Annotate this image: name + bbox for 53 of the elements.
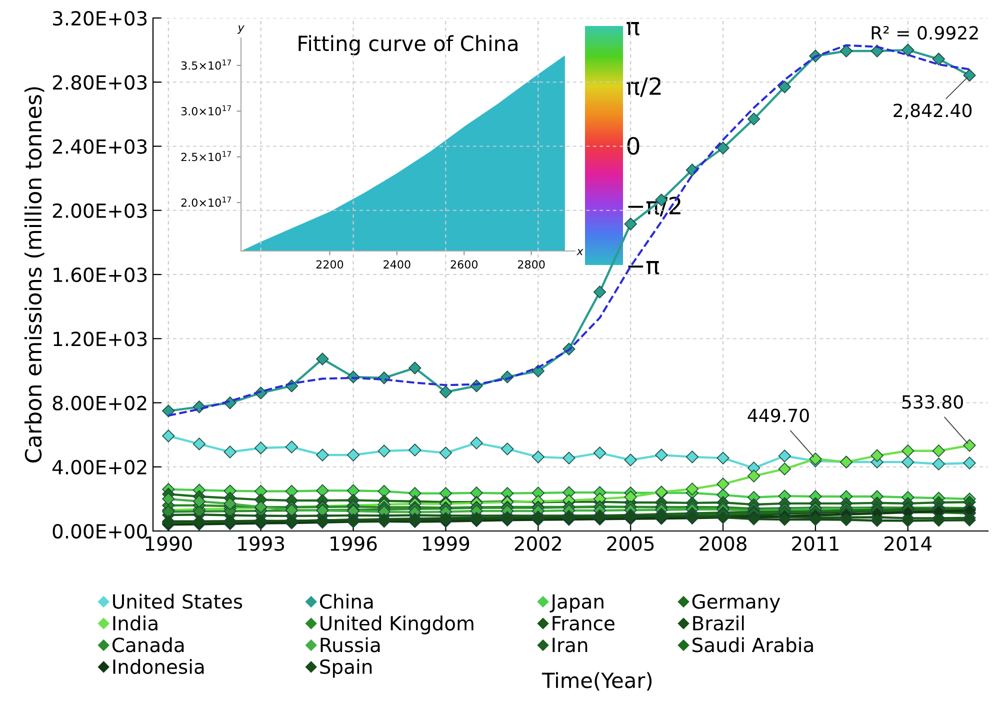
y-tick-label: 2.00E+03 <box>52 203 147 218</box>
x-tick-label: 2005 <box>607 536 654 551</box>
legend-label: Brazil <box>693 616 744 631</box>
y-tick-label: 3.0×10$^{17}$ <box>181 105 231 116</box>
legend-label: China <box>320 594 373 609</box>
x-tick-label: 1993 <box>238 536 284 551</box>
color-bar-label: −π <box>628 261 660 274</box>
data-label: 533.80 <box>902 395 963 409</box>
color-bar-label: π <box>626 22 640 36</box>
legend-label: United Kingdom <box>320 616 474 634</box>
legend-label: Canada <box>112 637 184 652</box>
x-tick-label: 2800 <box>518 260 545 269</box>
y-axis-title: Carbon emissions (million tonnes) <box>24 87 44 462</box>
x-tick-label: 1996 <box>330 536 377 551</box>
y-tick-label: 8.00E+02 <box>52 396 146 410</box>
chart-title: Fitting curve of China <box>298 35 518 56</box>
data-label: 2,842.40 <box>894 104 972 120</box>
annotation: R² = 0.9922 <box>872 26 978 40</box>
y-tick-label: 2.5×10$^{17}$ <box>181 151 231 162</box>
y-tick-label: 4.00E+02 <box>52 460 146 475</box>
legend-label: Germany <box>692 594 780 613</box>
x-tick-label: 1990 <box>146 536 192 551</box>
color-bar-label: 0 <box>627 136 640 155</box>
x-tick-label: 2200 <box>316 260 344 269</box>
legend-label: United States <box>113 594 242 609</box>
x-tick-label: 2014 <box>884 536 932 551</box>
legend-label: Japan <box>550 594 604 613</box>
data-label: 449.70 <box>748 408 809 422</box>
color-bar-label: π/2 <box>626 77 661 97</box>
y-tick-label: 2.80E+03 <box>52 75 147 90</box>
x-axis-title: Time(Year) <box>542 672 652 691</box>
legend-label: Russia <box>320 637 380 652</box>
y-axis-title: y <box>237 25 244 34</box>
legend-label: Indonesia <box>113 658 204 674</box>
y-tick-label: 3.20E+03 <box>53 10 147 26</box>
y-tick-label: 1.60E+03 <box>54 267 147 282</box>
legend-label: Iran <box>552 638 588 652</box>
legend-label: Saudi Arabia <box>692 637 813 652</box>
x-tick-label: 2011 <box>792 536 838 551</box>
y-tick-label: 2.0×10$^{17}$ <box>181 196 231 207</box>
y-tick-label: 3.5×10$^{17}$ <box>181 60 231 70</box>
x-tick-label: 2400 <box>384 260 410 269</box>
x-axis-title: x <box>576 249 584 256</box>
x-tick-label: 2600 <box>450 260 478 269</box>
legend-label: India <box>113 616 158 631</box>
x-tick-label: 2002 <box>514 536 561 551</box>
y-tick-label: 0.00E+00 <box>52 524 147 539</box>
x-tick-label: 2008 <box>700 536 746 551</box>
x-tick-label: 1999 <box>423 536 470 551</box>
y-tick-label: 2.40E+03 <box>52 139 147 154</box>
y-tick-label: 1.20E+03 <box>54 332 147 346</box>
legend-label: France <box>552 616 614 631</box>
legend-label: Spain <box>320 658 372 678</box>
